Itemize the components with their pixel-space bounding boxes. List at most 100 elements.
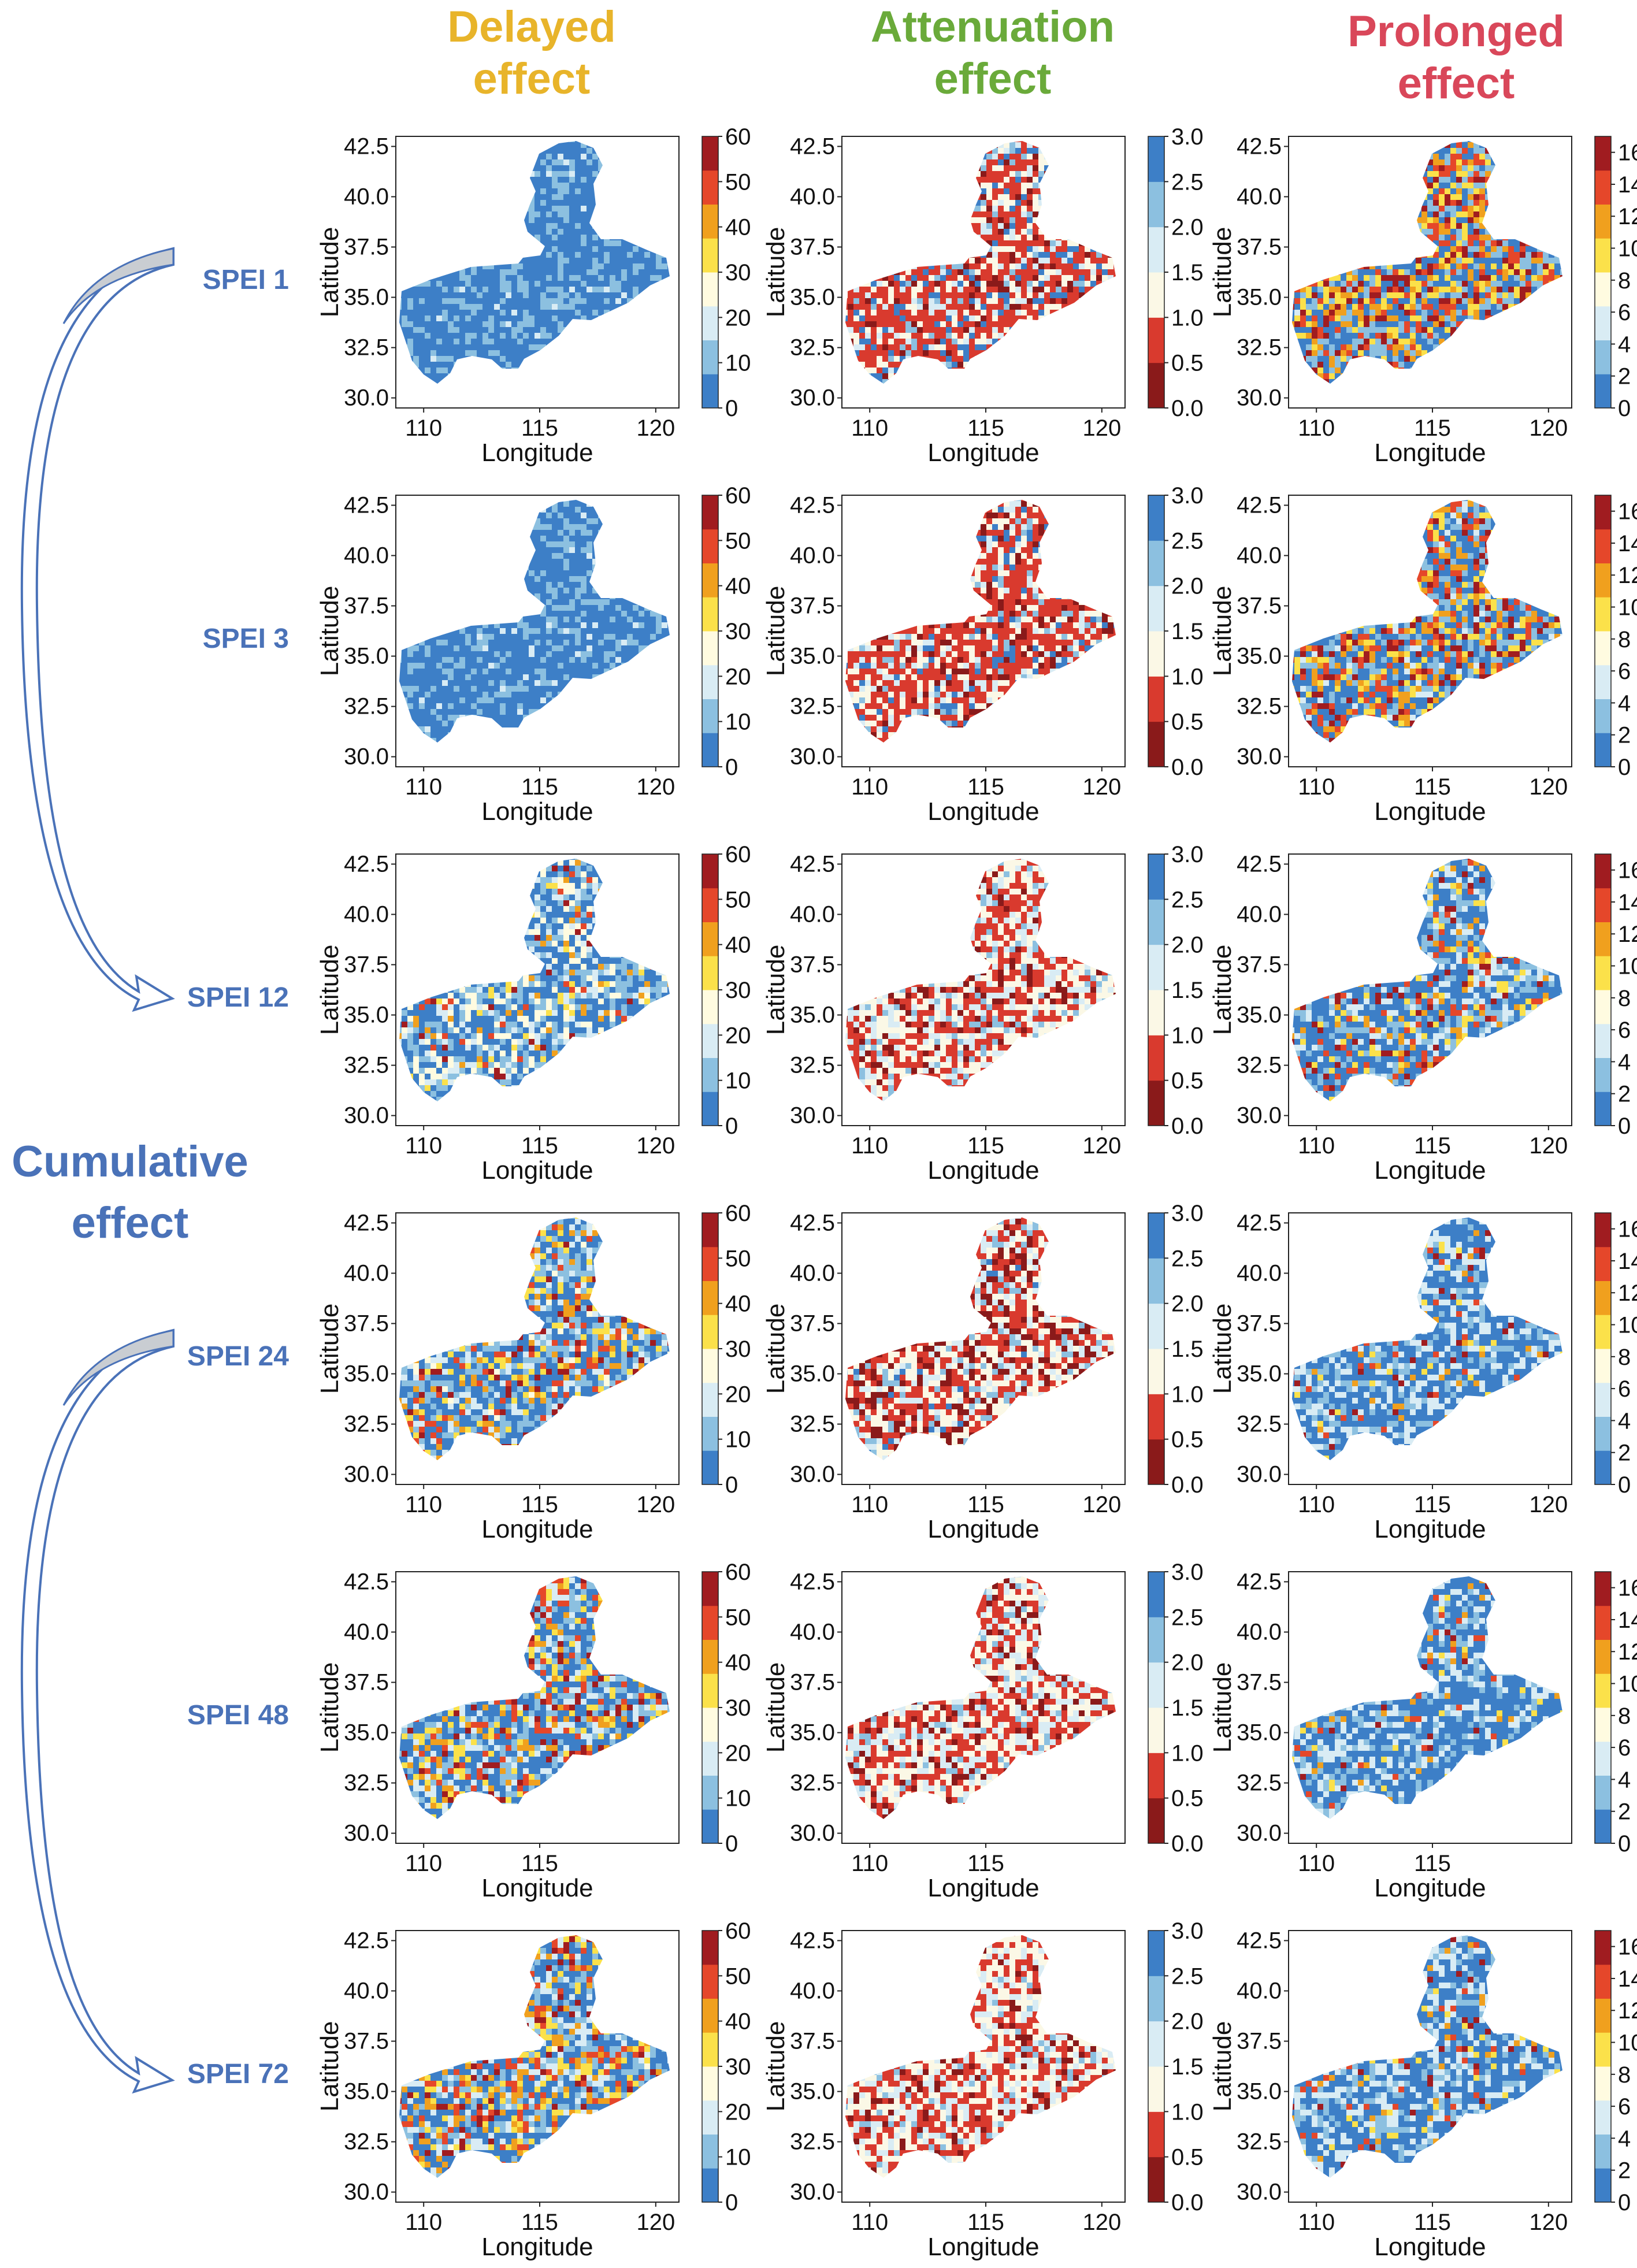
grid-cell xyxy=(650,628,656,634)
grid-cell xyxy=(598,298,604,304)
grid-cell xyxy=(448,634,454,640)
grid-cell xyxy=(552,211,558,217)
grid-cell xyxy=(442,697,448,703)
grid-cell xyxy=(430,703,436,709)
y-tick-label: 32.5 xyxy=(344,335,389,361)
grid-cell xyxy=(558,501,563,507)
grid-cell xyxy=(540,645,546,651)
grid-cell xyxy=(511,310,517,315)
grid-cell xyxy=(540,599,546,605)
grid-cell xyxy=(592,513,598,518)
grid-cell xyxy=(436,275,442,281)
x-axis-label: Longitude xyxy=(481,439,593,467)
grid-cell xyxy=(442,732,448,738)
grid-cell xyxy=(598,252,604,258)
grid-cell xyxy=(511,680,517,686)
grid-cell xyxy=(563,148,569,154)
grid-cell xyxy=(488,651,494,657)
grid-cell xyxy=(552,651,558,657)
grid-cell xyxy=(662,275,667,281)
grid-cell xyxy=(413,674,419,680)
grid-cell xyxy=(639,246,644,252)
grid-cell xyxy=(546,599,552,605)
grid-cell xyxy=(540,258,546,263)
grid-cell xyxy=(413,321,419,327)
grid-cell xyxy=(488,321,494,327)
grid-cell xyxy=(402,310,407,315)
grid-cell xyxy=(419,697,425,703)
colorbar-segment xyxy=(702,597,718,632)
grid-cell xyxy=(569,599,575,605)
grid-cell xyxy=(592,275,598,281)
grid-cell xyxy=(546,217,552,223)
grid-cell xyxy=(581,871,587,877)
cumulative-label-line2: effect xyxy=(72,1198,189,1248)
grid-cell xyxy=(569,559,575,565)
grid-cell xyxy=(407,680,413,686)
grid-cell xyxy=(558,582,563,588)
row-label-spei-3: SPEI 3 xyxy=(203,623,289,654)
grid-cell xyxy=(575,657,581,663)
grid-cell xyxy=(633,275,639,281)
grid-cell xyxy=(430,344,436,350)
grid-cell xyxy=(552,634,558,640)
grid-cell xyxy=(448,287,454,292)
grid-cell xyxy=(517,333,523,339)
grid-cell xyxy=(563,651,569,657)
grid-cell xyxy=(494,622,500,628)
grid-cell xyxy=(552,240,558,246)
grid-cell xyxy=(604,240,610,246)
grid-cell xyxy=(506,651,511,657)
grid-cell xyxy=(500,721,506,726)
grid-cell xyxy=(506,622,511,628)
grid-cell xyxy=(581,588,587,593)
grid-cell xyxy=(615,640,621,645)
grid-cell xyxy=(482,292,488,298)
grid-cell xyxy=(477,298,482,304)
grid-cell xyxy=(471,333,477,339)
grid-cell xyxy=(563,177,569,183)
grid-cell xyxy=(639,281,644,287)
grid-cell xyxy=(563,674,569,680)
grid-cell xyxy=(552,524,558,530)
grid-cell xyxy=(581,645,587,651)
grid-cell xyxy=(569,217,575,223)
y-tick-label: 32.5 xyxy=(344,694,389,719)
grid-cell xyxy=(471,275,477,281)
grid-cell xyxy=(529,321,534,327)
grid-cell xyxy=(558,565,563,570)
grid-cell xyxy=(419,663,425,669)
grid-cell xyxy=(581,200,587,206)
grid-cell xyxy=(529,217,534,223)
colorbar-tick-label: 60 xyxy=(725,124,751,150)
grid-cell xyxy=(552,171,558,177)
grid-cell xyxy=(471,281,477,287)
plot-frame xyxy=(395,136,680,409)
grid-cell xyxy=(546,582,552,588)
grid-cell xyxy=(569,200,575,206)
grid-cell xyxy=(523,327,529,333)
grid-cell xyxy=(604,611,610,617)
grid-cell xyxy=(500,356,506,362)
grid-cell xyxy=(575,310,581,315)
grid-cell xyxy=(575,154,581,159)
grid-cell xyxy=(500,292,506,298)
grid-cell xyxy=(430,339,436,344)
grid-cell xyxy=(529,223,534,229)
grid-cell xyxy=(529,570,534,576)
grid-cell xyxy=(413,709,419,715)
grid-cell xyxy=(552,246,558,252)
grid-cell xyxy=(569,518,575,524)
arrow-top-head-fill xyxy=(62,247,175,324)
grid-cell xyxy=(448,709,454,715)
grid-cell xyxy=(488,310,494,315)
grid-cell xyxy=(639,287,644,292)
grid-cell xyxy=(407,692,413,697)
grid-cell xyxy=(592,669,598,674)
grid-cell xyxy=(517,686,523,692)
grid-cell xyxy=(552,536,558,541)
grid-cell xyxy=(575,287,581,292)
grid-cell xyxy=(552,588,558,593)
grid-cell xyxy=(592,304,598,310)
grid-cell xyxy=(563,159,569,165)
